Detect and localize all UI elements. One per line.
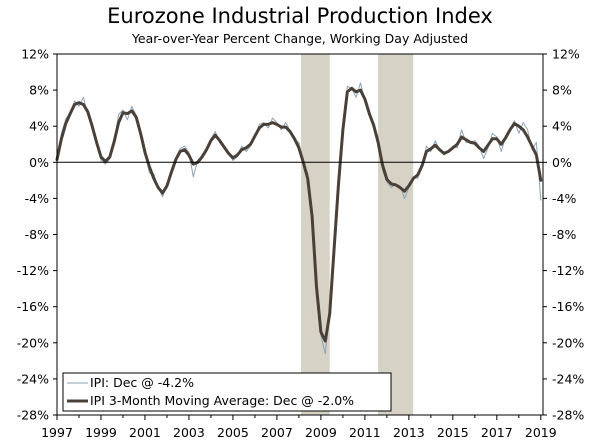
x-tick-label: 2003 xyxy=(173,425,205,440)
y-tick-label-right: 12% xyxy=(552,47,580,62)
recession-band xyxy=(378,54,414,415)
y-tick-label-right: -24% xyxy=(552,371,584,386)
y-tick-label-right: 0% xyxy=(552,155,572,170)
y-tick-label-right: -4% xyxy=(552,191,576,206)
chart-subtitle: Year-over-Year Percent Change, Working D… xyxy=(131,31,469,46)
y-tick-label-left: -12% xyxy=(17,263,49,278)
x-tick-label: 2011 xyxy=(349,425,381,440)
chart-title: Eurozone Industrial Production Index xyxy=(107,4,493,28)
x-tick-label: 2009 xyxy=(305,425,337,440)
legend-label-ipi: IPI: Dec @ -4.2% xyxy=(90,375,194,390)
y-tick-label-left: 0% xyxy=(29,155,49,170)
legend-box xyxy=(62,372,392,412)
x-tick-label: 2019 xyxy=(525,425,557,440)
x-tick-label: 2013 xyxy=(393,425,425,440)
y-tick-label-right: 8% xyxy=(552,83,572,98)
y-tick-label-left: 8% xyxy=(29,83,49,98)
recession-shading xyxy=(301,54,414,415)
y-tick-label-left: -16% xyxy=(17,299,49,314)
y-tick-label-right: -12% xyxy=(552,263,584,278)
recession-band xyxy=(301,54,330,415)
legend-label-moving-average: IPI 3-Month Moving Average: Dec @ -2.0% xyxy=(90,393,354,408)
y-tick-label-left: -20% xyxy=(17,335,49,350)
series-line-moving-average xyxy=(55,86,543,343)
y-tick-label-right: -8% xyxy=(552,227,576,242)
x-tick-label: 2005 xyxy=(217,425,249,440)
y-tick-label-left: -28% xyxy=(17,408,49,423)
y-tick-label-right: -28% xyxy=(552,408,584,423)
plot-frame xyxy=(56,53,544,416)
x-tick-label: 1999 xyxy=(85,425,117,440)
y-tick-label-right: -16% xyxy=(552,299,584,314)
y-tick-label-left: 4% xyxy=(29,119,49,134)
x-tick-label: 2015 xyxy=(437,425,469,440)
y-tick-label-right: -20% xyxy=(552,335,584,350)
series-line-ipi xyxy=(56,82,542,355)
x-tick-label: 1997 xyxy=(41,425,73,440)
y-tick-label-left: 12% xyxy=(21,47,49,62)
x-tick-label: 2007 xyxy=(261,425,293,440)
series-lines xyxy=(55,82,543,355)
legend: IPI: Dec @ -4.2% IPI 3-Month Moving Avera… xyxy=(62,372,392,412)
axes: 12% 12% 8% 8% 4% 4% 0% 0% -4% -4% -8% -8% -12% -12% -1… xyxy=(17,47,585,441)
x-tick-label: 2017 xyxy=(481,425,513,440)
x-tick-label: 2001 xyxy=(129,425,161,440)
y-tick-label-left: -24% xyxy=(17,371,49,386)
y-tick-label-left: -4% xyxy=(25,191,49,206)
y-tick-label-right: 4% xyxy=(552,119,572,134)
y-tick-label-left: -8% xyxy=(25,227,49,242)
